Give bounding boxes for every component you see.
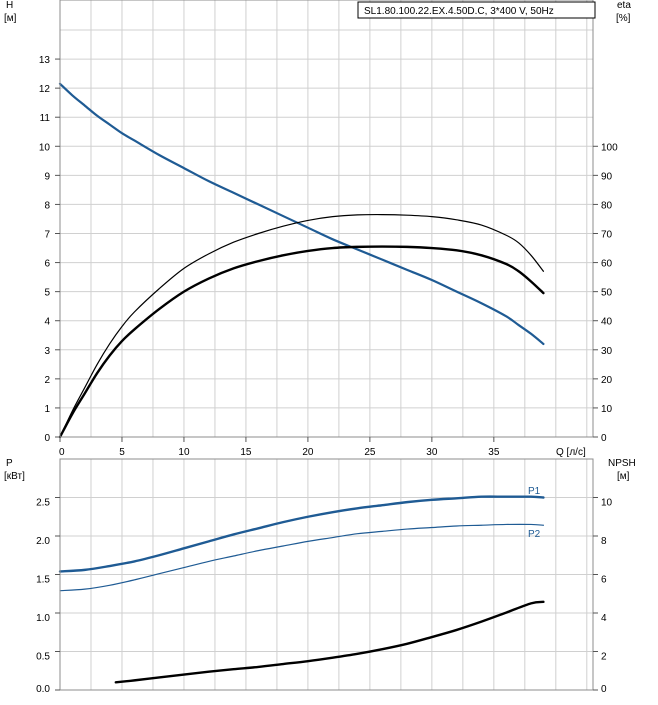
head-tick-label: 10 bbox=[39, 142, 51, 153]
flow-tick-label: 20 bbox=[302, 447, 314, 458]
flow-tick-label: 30 bbox=[426, 447, 438, 458]
p1-power-curve bbox=[58, 495, 545, 573]
efficiency-tick-label: 80 bbox=[601, 200, 613, 211]
head-tick-label: 0 bbox=[44, 433, 50, 444]
upper-plot-frame bbox=[59, 0, 594, 438]
efficiency-tick-label: 60 bbox=[601, 259, 613, 270]
head-tick-label: 9 bbox=[44, 171, 50, 182]
npsh-axis-ticks: 0 2 4 6 8 10 bbox=[593, 497, 613, 695]
flow-tick-label: 35 bbox=[488, 447, 500, 458]
efficiency-tick-label: 100 bbox=[601, 142, 618, 153]
upper-grid bbox=[59, 0, 593, 438]
head-tick-label: 4 bbox=[44, 317, 50, 328]
npsh-tick-label: 4 bbox=[601, 613, 607, 624]
npsh-tick-label: 6 bbox=[601, 575, 607, 586]
lower-curves bbox=[58, 495, 545, 684]
npsh-tick-label: 8 bbox=[601, 536, 607, 547]
head-axis-unit: [м] bbox=[4, 13, 17, 24]
head-tick-label: 3 bbox=[44, 346, 50, 357]
efficiency-curve-thick bbox=[58, 245, 545, 439]
power-tick-label: 2.5 bbox=[36, 498, 50, 509]
head-tick-label: 5 bbox=[44, 288, 50, 299]
efficiency-tick-label: 40 bbox=[601, 317, 613, 328]
efficiency-axis-ticks: 0 10 20 30 40 50 60 70 80 90 100 bbox=[593, 142, 618, 444]
flow-tick-label: 5 bbox=[119, 447, 125, 458]
power-tick-label: 2.0 bbox=[36, 536, 50, 547]
head-axis-title: H bbox=[6, 0, 13, 11]
efficiency-curve-thin bbox=[59, 213, 545, 438]
efficiency-tick-label: 50 bbox=[601, 288, 613, 299]
power-axis-unit: [кВт] bbox=[4, 471, 25, 482]
head-tick-label: 1 bbox=[44, 404, 50, 415]
flow-axis-ticks: 0 5 10 15 20 25 30 35 bbox=[59, 437, 500, 458]
head-tick-label: 12 bbox=[39, 84, 51, 95]
flow-tick-label: 10 bbox=[178, 447, 190, 458]
efficiency-tick-label: 90 bbox=[601, 171, 613, 182]
flow-tick-label: 15 bbox=[240, 447, 252, 458]
head-tick-label: 8 bbox=[44, 200, 50, 211]
npsh-axis-unit: [м] bbox=[617, 471, 630, 482]
head-tick-label: 13 bbox=[39, 55, 51, 66]
efficiency-tick-label: 30 bbox=[601, 346, 613, 357]
npsh-tick-label: 0 bbox=[601, 684, 607, 695]
power-tick-label: 1.5 bbox=[36, 575, 50, 586]
power-axis-ticks: 0.0 0.5 1.0 1.5 2.0 2.5 bbox=[36, 497, 60, 695]
head-curve bbox=[58, 82, 545, 346]
p2-power-curve bbox=[59, 523, 545, 592]
head-tick-label: 6 bbox=[44, 259, 50, 270]
npsh-axis-title: NPSH bbox=[608, 458, 636, 469]
upper-plot-background bbox=[60, 0, 593, 437]
efficiency-tick-label: 70 bbox=[601, 230, 613, 241]
power-tick-label: 0.5 bbox=[36, 652, 50, 663]
p2-series-label: P2 bbox=[528, 529, 541, 540]
efficiency-axis-unit: [%] bbox=[616, 13, 631, 24]
efficiency-tick-label: 10 bbox=[601, 404, 613, 415]
head-tick-label: 7 bbox=[44, 230, 50, 241]
power-axis-title: P bbox=[6, 458, 13, 469]
head-tick-label: 2 bbox=[44, 375, 50, 386]
npsh-tick-label: 2 bbox=[601, 652, 607, 663]
head-tick-label: 11 bbox=[40, 113, 51, 124]
flow-axis-title: Q [л/с] bbox=[556, 447, 586, 458]
flow-tick-label: 25 bbox=[364, 447, 376, 458]
flow-tick-label: 0 bbox=[59, 447, 65, 458]
power-tick-label: 0.0 bbox=[36, 684, 50, 695]
pump-label: SL1.80.100.22.EX.4.50D.C, 3*400 V, 50Hz bbox=[364, 6, 554, 17]
npsh-tick-label: 10 bbox=[601, 498, 613, 509]
efficiency-tick-label: 0 bbox=[601, 433, 607, 444]
upper-curves bbox=[58, 82, 545, 439]
pump-label-box: SL1.80.100.22.EX.4.50D.C, 3*400 V, 50Hz bbox=[357, 1, 596, 19]
power-tick-label: 1.0 bbox=[36, 613, 50, 624]
efficiency-tick-label: 20 bbox=[601, 375, 613, 386]
p1-series-label: P1 bbox=[528, 486, 541, 497]
efficiency-axis-title: eta bbox=[617, 0, 631, 11]
npsh-curve bbox=[114, 600, 545, 684]
